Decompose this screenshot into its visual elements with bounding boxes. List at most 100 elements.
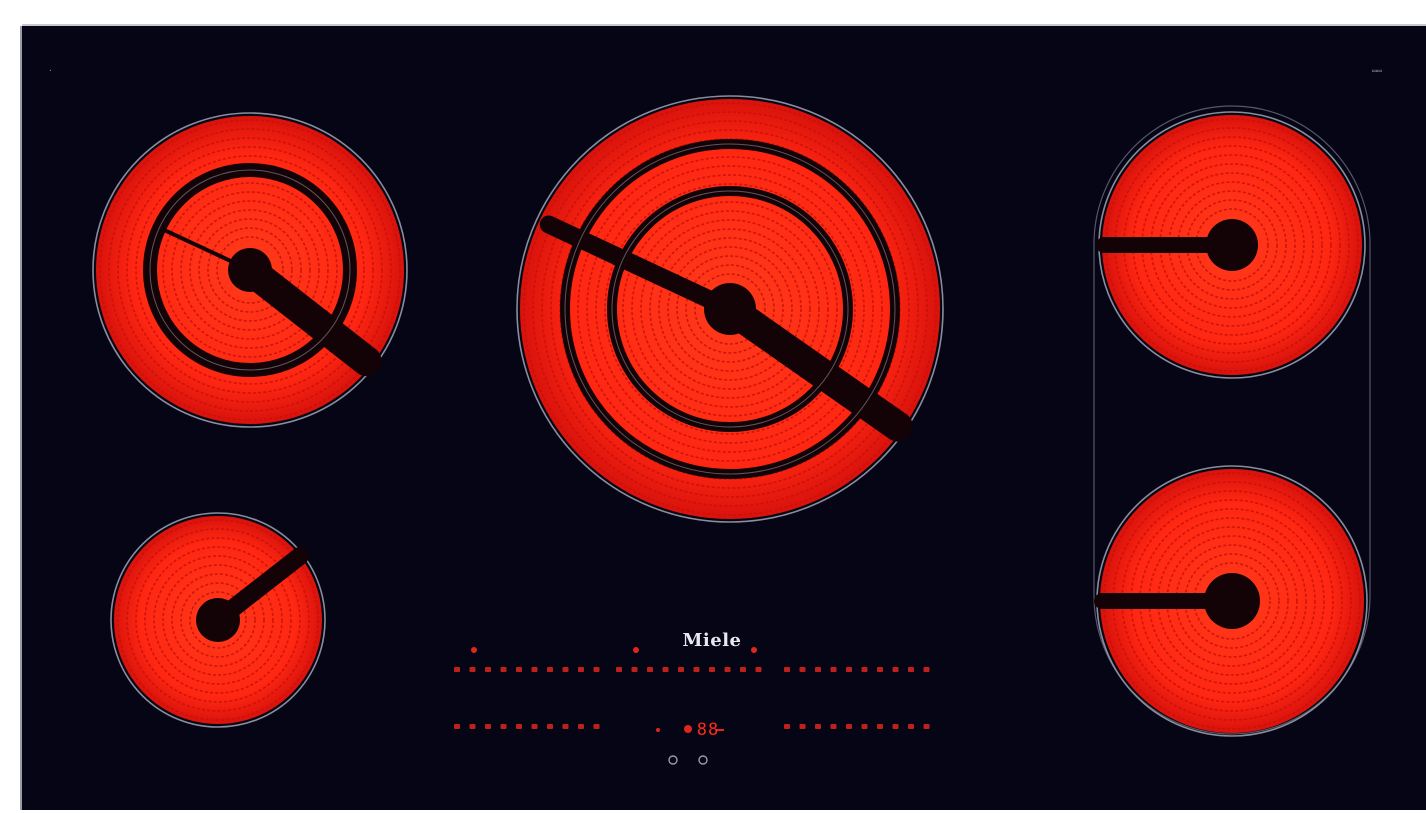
center-triple-zone (516, 95, 944, 523)
coil-ring (577, 156, 883, 462)
power-level-segment (531, 724, 538, 729)
power-level-segment (908, 667, 914, 672)
power-level-segment (892, 724, 899, 729)
power-level-segment (678, 667, 684, 672)
coil-ring (532, 111, 928, 507)
zone-indicator-led (633, 647, 639, 653)
coil-ring (1150, 163, 1314, 327)
ceramic-glass-cooktop: · ▭▭ Miele 88 (22, 26, 1426, 810)
power-level-segment (846, 724, 852, 729)
cooktop-surface (92, 95, 1371, 765)
coil-ring (1114, 127, 1350, 363)
coil-ring (1132, 145, 1332, 345)
power-level-segment (861, 667, 868, 672)
coil-ring (523, 102, 937, 516)
power-level-segment (631, 667, 638, 672)
lock-icon (698, 755, 708, 765)
coil-ring (198, 218, 302, 322)
coil-ring (117, 519, 319, 721)
coil-ring (180, 200, 320, 340)
coil-ring (1193, 562, 1271, 640)
coil-ring (631, 210, 829, 408)
power-level-segment (830, 667, 837, 672)
coil-ring (189, 591, 247, 649)
power-level-segment (784, 667, 790, 672)
power-level-segment (500, 667, 507, 672)
power-level-segment (662, 667, 669, 672)
coil-ring (667, 246, 793, 372)
power-level-segment (815, 724, 821, 729)
coil-ring (676, 255, 784, 363)
front-left-dual-zone (92, 112, 408, 428)
terminal-channel (219, 546, 309, 621)
coil-ring (207, 227, 293, 313)
corner-symbol-right: ▭▭ (1372, 66, 1382, 75)
cooking-zones (92, 95, 1371, 737)
power-level-segment (784, 724, 790, 729)
slider-bottom-right[interactable] (784, 724, 930, 729)
terminal-channel (245, 263, 382, 377)
power-level-segment (693, 667, 700, 672)
power-level-segment (908, 724, 914, 729)
terminal-channel (160, 227, 241, 267)
power-level-segment (892, 667, 899, 672)
power-level-segment (469, 667, 476, 672)
power-level-segment (647, 667, 653, 672)
timer-select-button[interactable] (684, 725, 692, 733)
coil-ring (622, 201, 838, 417)
power-level-segment (923, 667, 930, 672)
power-level-segment (485, 667, 491, 672)
minus-icon (656, 728, 660, 732)
corner-symbol-left: · (48, 66, 53, 75)
zone-rim (110, 512, 326, 728)
slider-top-right[interactable] (784, 667, 930, 672)
coil-ring (649, 228, 811, 390)
slider-top-left[interactable] (454, 667, 600, 672)
power-level-segment (830, 724, 837, 729)
zone-hub (1204, 573, 1260, 629)
power-level-segment (593, 667, 600, 672)
power-level-segment (799, 724, 806, 729)
coil-ring (1157, 526, 1307, 676)
zone-indicator-led (471, 647, 477, 653)
coil-ring (189, 209, 311, 331)
power-level-segment (531, 667, 538, 672)
coil-ring (144, 546, 292, 694)
coil-ring (604, 183, 856, 435)
coil-ring (180, 582, 256, 658)
timer-plus-button[interactable] (716, 729, 724, 731)
brand-logo: Miele (682, 630, 742, 651)
power-level-segment (846, 667, 852, 672)
zone-hub (704, 283, 756, 335)
zone-indicator-led (751, 647, 757, 653)
coil-ring (126, 146, 374, 394)
slider-bottom-left[interactable] (454, 724, 600, 729)
circuit-marking (564, 143, 896, 475)
terminal-channel (727, 302, 913, 442)
power-level-segment (593, 724, 600, 729)
coil-ring (126, 528, 310, 712)
coil-ring (117, 137, 383, 403)
power-level-segment (724, 667, 731, 672)
zone-hub (228, 248, 272, 292)
power-level-segment (923, 724, 930, 729)
coil-ring (550, 129, 910, 489)
timer-minus-button[interactable] (656, 728, 660, 732)
coil-ring (162, 564, 274, 676)
power-level-segment (578, 724, 584, 729)
coil-ring (1130, 499, 1334, 703)
coil-ring (685, 264, 775, 354)
power-level-segment (815, 667, 821, 672)
power-level-segment (547, 724, 553, 729)
power-icon (668, 755, 678, 765)
power-level-segment (469, 724, 476, 729)
slider-top-center[interactable] (616, 667, 762, 672)
circuit-marking (149, 169, 351, 371)
coil-ring (658, 237, 802, 381)
on-off-button[interactable] (668, 755, 678, 765)
coil-ring (216, 236, 284, 304)
lock-button[interactable] (698, 755, 708, 765)
zone-rim (516, 95, 944, 523)
power-level-segment (877, 724, 883, 729)
